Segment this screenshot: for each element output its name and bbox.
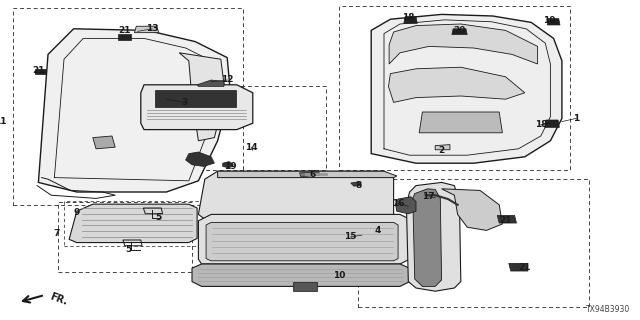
Text: 21: 21	[499, 216, 512, 225]
Text: FR.: FR.	[48, 291, 68, 307]
Text: 3: 3	[181, 98, 188, 107]
Polygon shape	[497, 215, 516, 223]
Polygon shape	[118, 34, 131, 40]
Polygon shape	[389, 24, 538, 64]
Polygon shape	[293, 282, 317, 291]
Text: 2: 2	[438, 146, 445, 155]
Text: 11: 11	[0, 117, 6, 126]
Polygon shape	[198, 171, 394, 219]
Polygon shape	[547, 19, 560, 25]
Text: 9: 9	[74, 208, 80, 217]
Polygon shape	[69, 204, 197, 243]
Bar	[358, 179, 589, 307]
Polygon shape	[206, 222, 398, 261]
Text: 5: 5	[156, 213, 162, 222]
Polygon shape	[155, 90, 236, 107]
Polygon shape	[186, 152, 214, 166]
Polygon shape	[35, 69, 46, 74]
Bar	[13, 8, 243, 205]
Text: 7: 7	[53, 229, 60, 238]
Polygon shape	[452, 29, 467, 35]
Text: 19: 19	[543, 16, 556, 25]
Bar	[58, 202, 192, 272]
Text: 20: 20	[453, 26, 466, 35]
Text: 16: 16	[392, 199, 404, 208]
Polygon shape	[198, 214, 410, 264]
Polygon shape	[300, 172, 320, 177]
Text: 5: 5	[125, 245, 131, 254]
Polygon shape	[351, 182, 362, 186]
Polygon shape	[134, 26, 159, 33]
Polygon shape	[406, 182, 461, 291]
Text: 12: 12	[221, 76, 234, 84]
Text: 4: 4	[374, 226, 381, 235]
Text: 10: 10	[333, 271, 346, 280]
Polygon shape	[545, 120, 559, 127]
Polygon shape	[388, 67, 525, 102]
Polygon shape	[179, 53, 225, 141]
Bar	[64, 201, 202, 246]
Polygon shape	[141, 85, 253, 130]
Polygon shape	[509, 263, 528, 271]
Text: 1: 1	[573, 114, 579, 123]
Polygon shape	[404, 17, 417, 23]
Polygon shape	[396, 197, 416, 214]
Text: 14: 14	[245, 143, 258, 152]
Text: 17: 17	[422, 192, 435, 201]
Text: 18: 18	[534, 120, 547, 129]
Text: 18: 18	[402, 13, 415, 22]
Polygon shape	[197, 80, 224, 86]
Polygon shape	[218, 171, 397, 178]
Text: 21: 21	[32, 66, 45, 75]
Text: 21: 21	[518, 263, 531, 272]
Text: 15: 15	[344, 232, 357, 241]
Polygon shape	[93, 136, 115, 149]
Polygon shape	[223, 162, 234, 168]
Polygon shape	[38, 29, 230, 192]
Polygon shape	[419, 112, 502, 133]
Polygon shape	[192, 264, 410, 286]
Polygon shape	[442, 189, 502, 230]
Bar	[339, 6, 570, 170]
Text: TX94B3930: TX94B3930	[586, 305, 630, 314]
Text: 19: 19	[224, 162, 237, 171]
Text: 6: 6	[309, 170, 316, 179]
Text: 8: 8	[355, 181, 362, 190]
Polygon shape	[371, 14, 562, 163]
Polygon shape	[435, 145, 450, 150]
Text: 21: 21	[118, 26, 131, 35]
Polygon shape	[413, 189, 442, 286]
Text: 13: 13	[146, 24, 159, 33]
Bar	[192, 86, 326, 170]
